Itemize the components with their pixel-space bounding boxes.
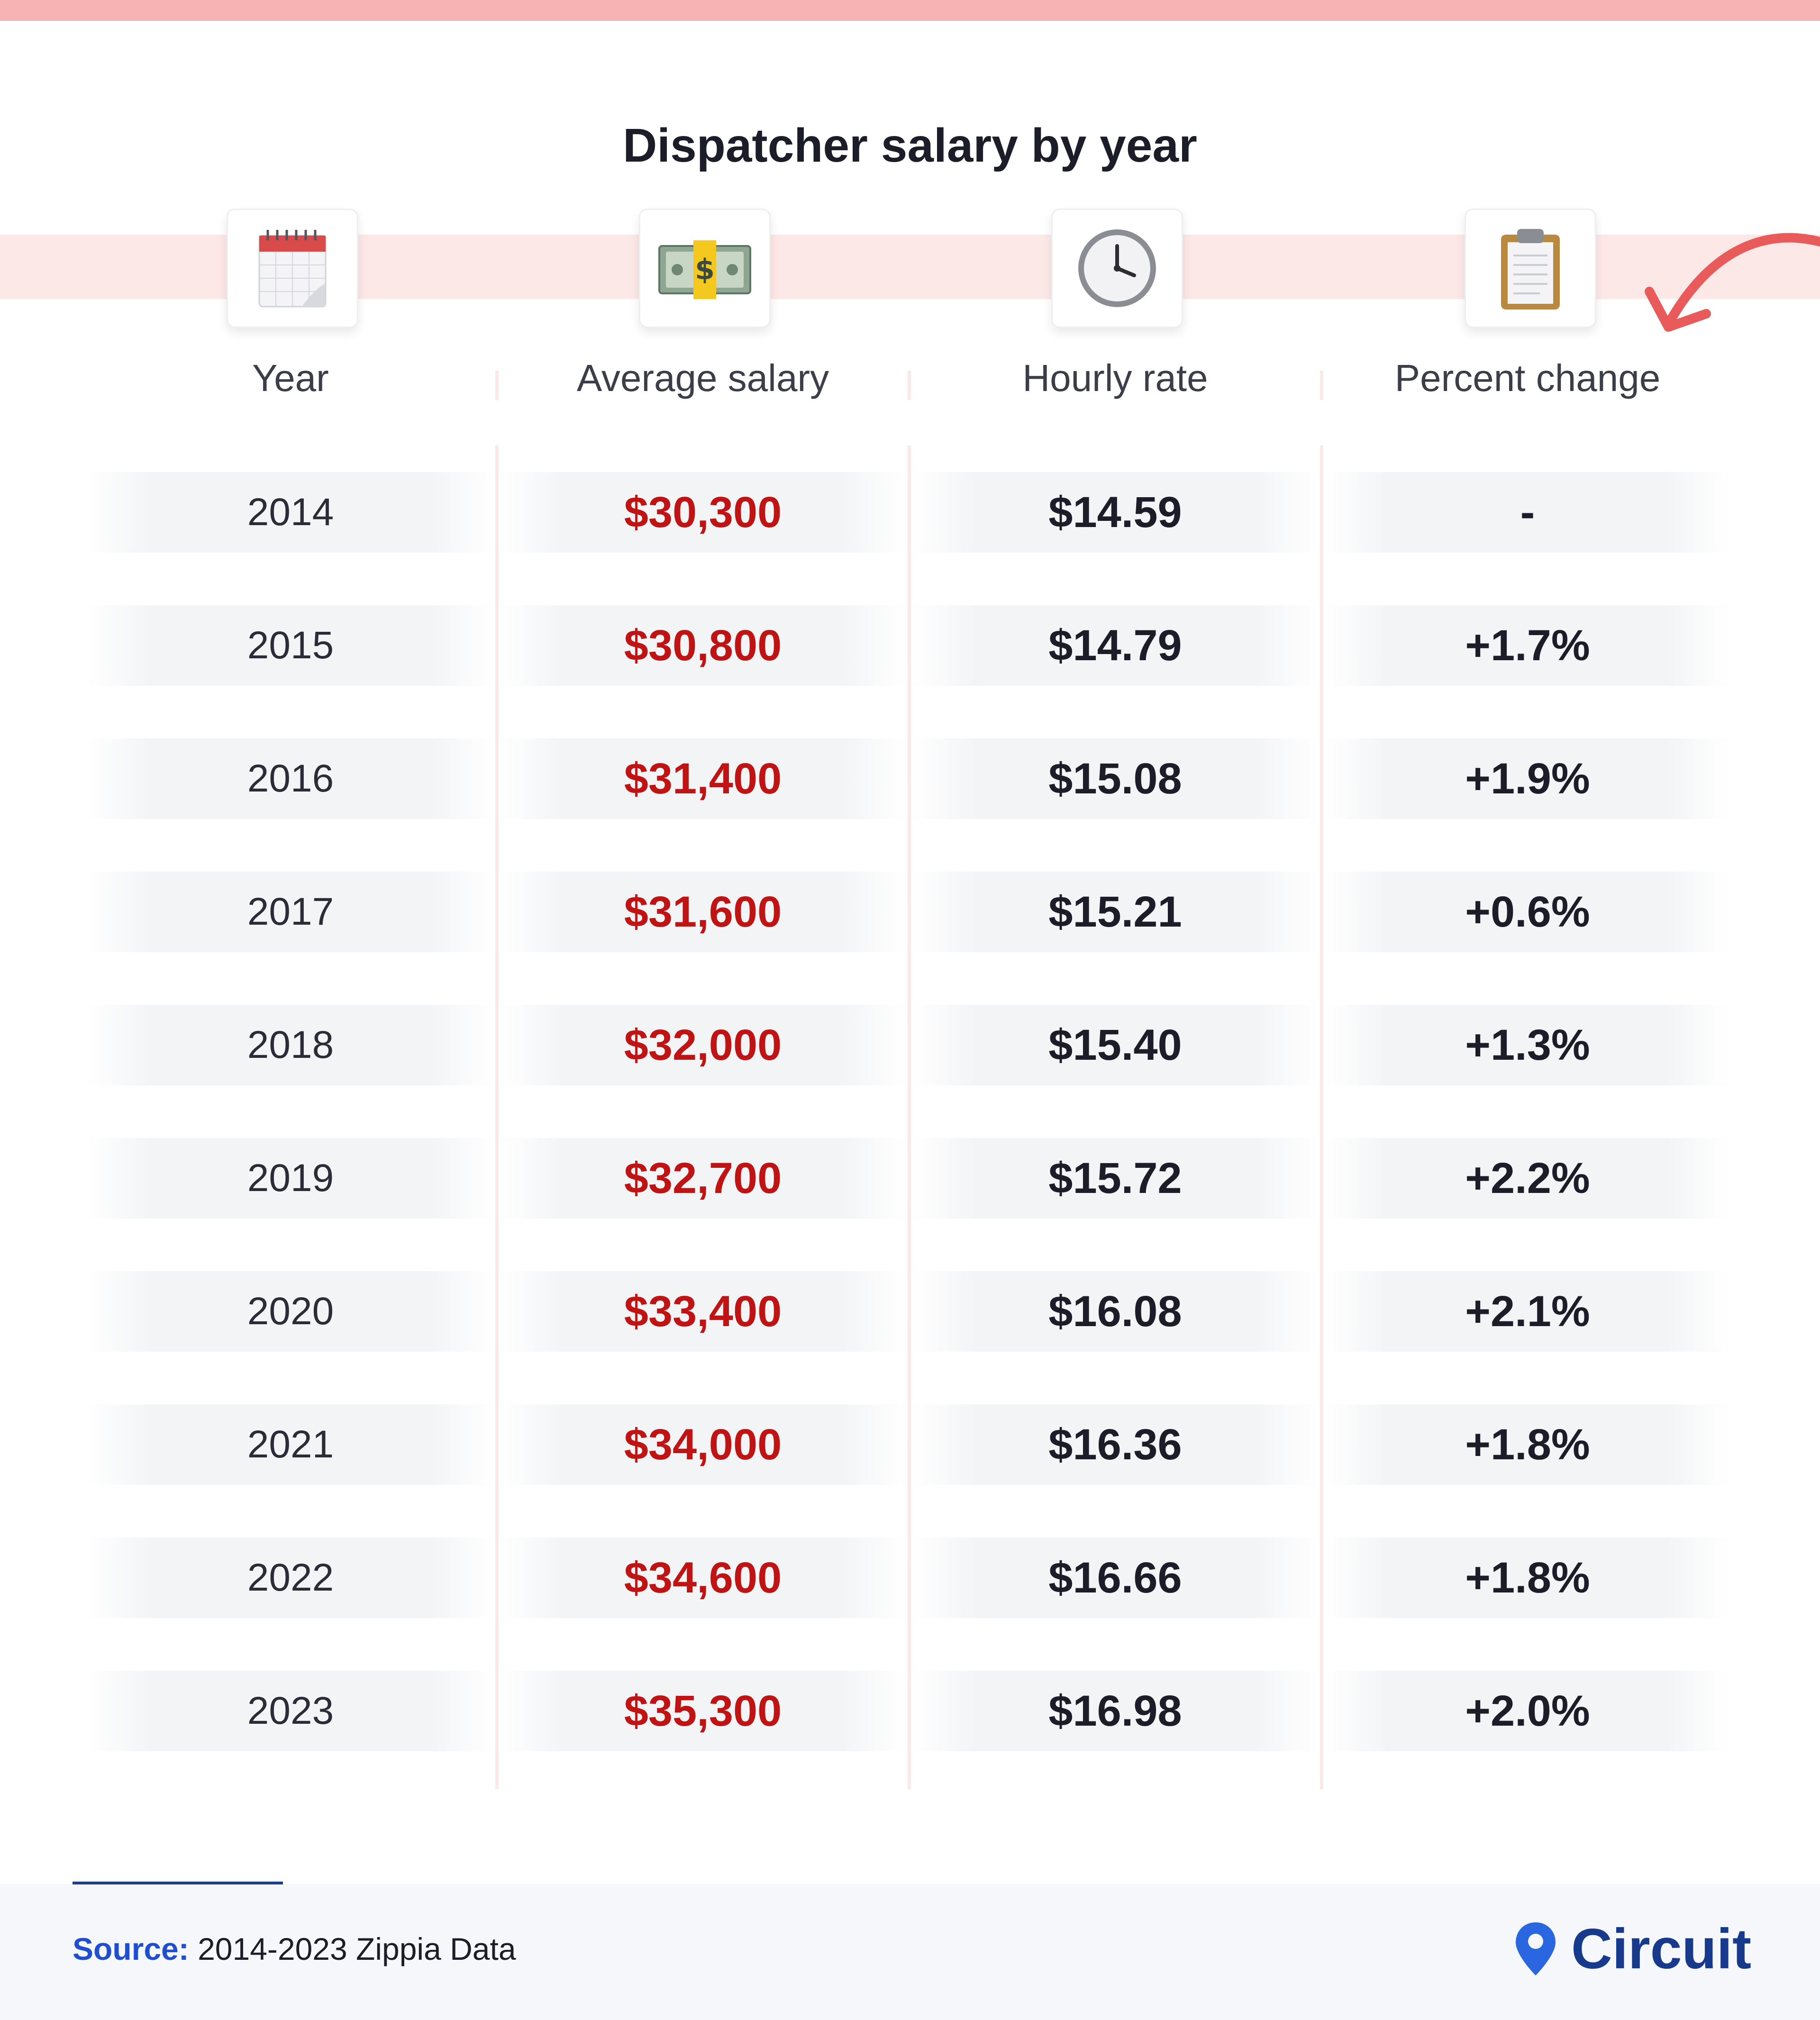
- chart-title: Dispatcher salary by year: [623, 119, 1197, 172]
- cell-percent-change: +1.3%: [1324, 1005, 1731, 1085]
- cell-year: 2015: [87, 605, 494, 686]
- calendar-icon-box: [227, 209, 358, 328]
- cell-percent-change: +2.0%: [1324, 1671, 1731, 1751]
- cell-hourly-rate: $15.08: [911, 738, 1319, 819]
- cell-average-salary: $31,400: [499, 738, 907, 819]
- cell-percent-change: +2.1%: [1324, 1271, 1731, 1352]
- cell-percent-change: +1.9%: [1324, 738, 1731, 819]
- source-note: Source: 2014-2023 Zippia Data: [73, 1931, 516, 1967]
- cell-hourly-rate: $14.59: [911, 472, 1319, 553]
- footer-accent-line: [73, 1882, 283, 1884]
- cell-year: 2022: [87, 1538, 494, 1618]
- source-label: Source:: [73, 1931, 189, 1966]
- cell-year: 2017: [87, 872, 494, 952]
- cell-year: 2014: [87, 472, 494, 553]
- cell-year: 2021: [87, 1404, 494, 1485]
- curved-arrow-icon: [1645, 233, 1820, 332]
- cell-hourly-rate: $15.72: [911, 1138, 1319, 1219]
- money-icon-box: $: [639, 209, 771, 328]
- cell-percent-change: +1.8%: [1324, 1538, 1731, 1618]
- cell-average-salary: $30,300: [499, 472, 907, 553]
- cell-percent-change: +2.2%: [1324, 1138, 1731, 1219]
- footer: [0, 1884, 1820, 2020]
- column-divider: [495, 446, 499, 1789]
- source-text: 2014-2023 Zippia Data: [198, 1931, 516, 1966]
- cell-percent-change: -: [1324, 472, 1731, 553]
- header-divider: [495, 371, 499, 400]
- cell-year: 2023: [87, 1671, 494, 1751]
- cell-average-salary: $34,000: [499, 1404, 907, 1485]
- calendar-icon: [258, 230, 327, 308]
- cell-year: 2019: [87, 1138, 494, 1219]
- cell-average-salary: $31,600: [499, 872, 907, 952]
- header-divider: [1320, 371, 1323, 400]
- cell-year: 2016: [87, 738, 494, 819]
- top-accent-bar: [0, 0, 1820, 21]
- clock-icon: [1078, 229, 1156, 307]
- cell-hourly-rate: $16.36: [911, 1404, 1319, 1485]
- cell-year: 2020: [87, 1271, 494, 1352]
- brand-name: Circuit: [1571, 1917, 1752, 1981]
- column-divider: [1320, 446, 1323, 1789]
- cell-average-salary: $33,400: [499, 1271, 907, 1352]
- cell-percent-change: +0.6%: [1324, 872, 1731, 952]
- clock-icon-box: [1051, 209, 1183, 328]
- cell-hourly-rate: $16.08: [911, 1271, 1319, 1352]
- header-hourly-rate: Hourly rate: [1022, 357, 1208, 399]
- cell-percent-change: +1.8%: [1324, 1404, 1731, 1485]
- cell-average-salary: $32,000: [499, 1005, 907, 1085]
- header-divider: [908, 371, 911, 400]
- location-pin-icon: [1516, 1922, 1556, 1975]
- cell-average-salary: $32,700: [499, 1138, 907, 1219]
- cell-hourly-rate: $16.98: [911, 1671, 1319, 1751]
- column-divider: [908, 446, 911, 1789]
- cell-hourly-rate: $16.66: [911, 1538, 1319, 1618]
- svg-text:$: $: [695, 253, 715, 286]
- clipboard-icon-box: [1465, 209, 1596, 328]
- cell-hourly-rate: $15.21: [911, 872, 1319, 952]
- cell-hourly-rate: $15.40: [911, 1005, 1319, 1085]
- cell-percent-change: +1.7%: [1324, 605, 1731, 686]
- cell-average-salary: $35,300: [499, 1671, 907, 1751]
- header-year: Year: [252, 357, 329, 399]
- money-icon: $: [658, 240, 751, 299]
- cell-year: 2018: [87, 1005, 494, 1085]
- cell-average-salary: $34,600: [499, 1538, 907, 1618]
- header-average-salary: Average salary: [576, 357, 829, 399]
- header-percent-change: Percent change: [1394, 357, 1661, 399]
- cell-average-salary: $30,800: [499, 605, 907, 686]
- cell-hourly-rate: $14.79: [911, 605, 1319, 686]
- clipboard-icon: [1501, 229, 1560, 309]
